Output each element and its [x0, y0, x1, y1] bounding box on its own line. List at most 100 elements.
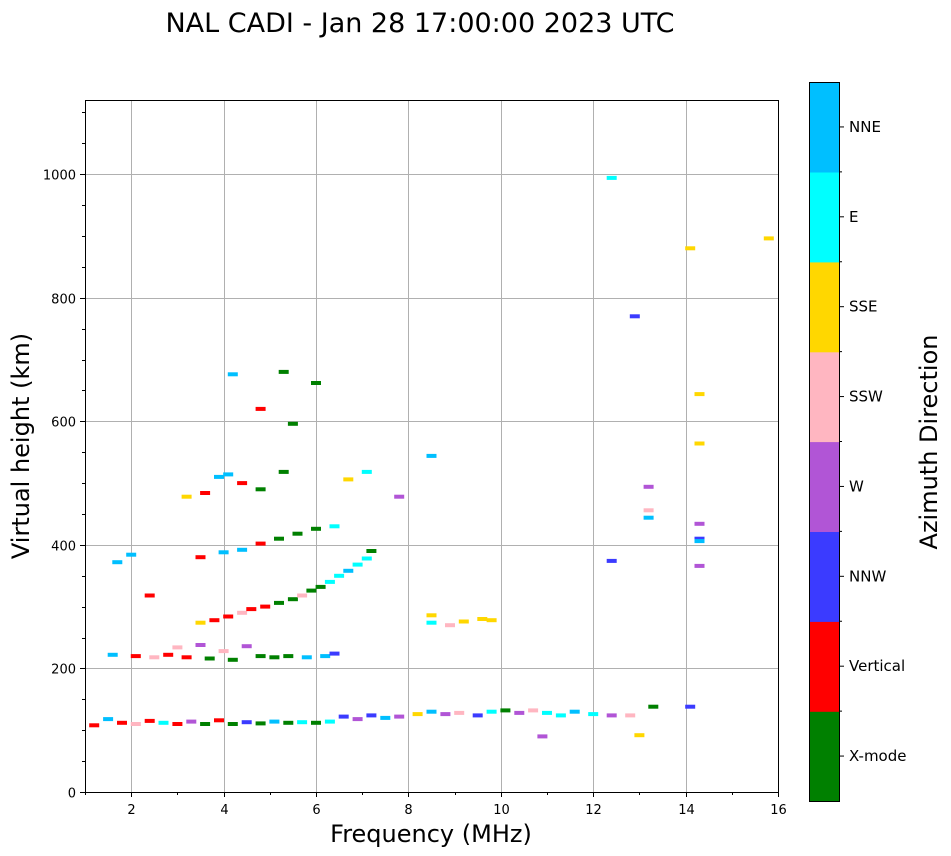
colorbar-segment — [809, 711, 839, 802]
data-point — [486, 618, 497, 623]
data-point — [528, 708, 539, 713]
colorbar-tick-label: Vertical — [849, 657, 905, 675]
data-point — [542, 710, 552, 715]
data-point — [352, 717, 363, 722]
y-axis-ticks: 0 200 400 600 800 1000 — [43, 112, 85, 802]
data-point — [214, 718, 224, 723]
data-point — [685, 704, 696, 709]
data-point — [292, 531, 303, 536]
colorbar-segment — [809, 441, 839, 532]
data-point — [274, 600, 284, 605]
data-point — [685, 246, 696, 251]
data-point — [241, 644, 252, 649]
y-tick-label: 0 — [68, 787, 76, 802]
data-point — [352, 562, 363, 567]
data-point — [274, 536, 284, 541]
y-tick-label: 800 — [51, 293, 76, 308]
data-point — [223, 614, 234, 619]
data-point — [625, 713, 636, 718]
data-point — [486, 709, 497, 714]
data-point — [246, 607, 257, 612]
data-point — [195, 643, 206, 647]
data-point — [227, 722, 238, 726]
data-point — [311, 526, 321, 531]
colorbar-tick-label: NNW — [849, 567, 886, 585]
data-point — [500, 708, 511, 713]
data-point — [172, 645, 183, 650]
data-point — [117, 720, 127, 725]
data-point — [394, 714, 405, 719]
data-point — [260, 604, 271, 609]
data-point — [223, 472, 234, 477]
y-axis-label: Virtual height (km) — [7, 333, 35, 559]
data-point — [112, 560, 123, 565]
x-axis-ticks: 2 4 6 8 10 12 14 16 — [85, 792, 787, 818]
data-point — [278, 469, 289, 474]
data-point — [555, 713, 566, 718]
plot-frame — [85, 100, 779, 793]
data-point — [181, 655, 192, 660]
data-point — [648, 704, 659, 709]
data-point — [380, 715, 391, 720]
data-point — [458, 619, 469, 624]
data-point — [149, 655, 160, 660]
data-point — [241, 720, 252, 725]
x-tick-label: 4 — [220, 803, 228, 818]
colorbar-tick-label: W — [849, 477, 864, 495]
colorbar-tick-label: SSW — [849, 388, 883, 406]
data-point — [426, 709, 437, 714]
colorbar-label: Azimuth Direction — [915, 335, 943, 550]
data-point — [366, 713, 377, 718]
data-point — [694, 441, 705, 446]
data-point — [629, 314, 640, 319]
data-point — [89, 723, 100, 728]
data-point — [144, 718, 155, 723]
data-point — [477, 617, 488, 621]
data-point — [227, 372, 238, 377]
data-point — [315, 584, 326, 589]
data-point — [606, 713, 617, 718]
colorbar-segment — [809, 621, 839, 712]
colorbar-tick-label: X-mode — [849, 747, 906, 765]
data-point — [361, 556, 372, 561]
colorbar-frame — [809, 82, 840, 802]
y-tick-label: 200 — [51, 663, 76, 678]
data-point — [634, 733, 645, 738]
data-point — [200, 722, 211, 726]
data-points — [89, 175, 774, 739]
x-tick-label: 12 — [585, 803, 602, 818]
data-point — [255, 541, 266, 546]
data-point — [643, 508, 654, 513]
data-point — [237, 547, 248, 552]
data-point — [130, 722, 141, 726]
data-point — [329, 524, 340, 529]
data-point — [126, 552, 137, 557]
data-point — [269, 719, 280, 724]
data-point — [287, 421, 298, 426]
data-point — [763, 236, 774, 241]
data-point — [412, 712, 423, 717]
data-point — [643, 484, 654, 489]
data-point — [324, 579, 335, 584]
colorbar-segment — [809, 351, 839, 443]
data-point — [426, 453, 437, 458]
data-point — [283, 654, 294, 659]
data-point — [569, 709, 580, 714]
colorbar-segment — [809, 531, 839, 622]
data-point — [237, 610, 248, 615]
data-point — [440, 712, 451, 717]
data-point — [301, 655, 312, 660]
data-point — [195, 620, 206, 625]
data-point — [694, 536, 705, 541]
x-axis-label: Frequency (MHz) — [330, 820, 532, 848]
data-point — [694, 392, 705, 397]
data-point — [588, 712, 599, 717]
data-point — [334, 573, 345, 578]
data-point — [472, 713, 483, 718]
data-point — [426, 620, 437, 625]
data-point — [338, 714, 349, 719]
data-point — [694, 563, 705, 568]
x-tick-label: 6 — [312, 803, 320, 818]
y-tick-label: 1000 — [43, 169, 76, 184]
